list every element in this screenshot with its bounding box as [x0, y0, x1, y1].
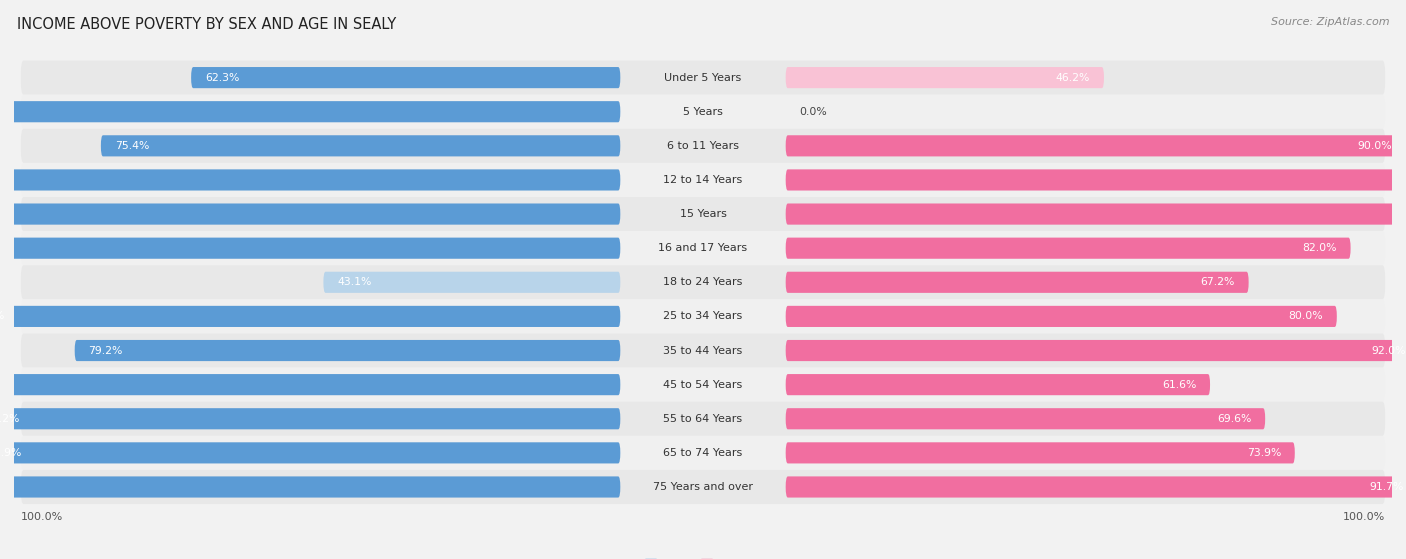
FancyBboxPatch shape	[786, 442, 1295, 463]
Text: Under 5 Years: Under 5 Years	[665, 73, 741, 83]
Text: 15 Years: 15 Years	[679, 209, 727, 219]
Text: 96.4%: 96.4%	[0, 311, 4, 321]
FancyBboxPatch shape	[21, 231, 1385, 265]
Text: 5 Years: 5 Years	[683, 107, 723, 117]
FancyBboxPatch shape	[21, 265, 1385, 300]
Text: 62.3%: 62.3%	[205, 73, 239, 83]
Text: 12 to 14 Years: 12 to 14 Years	[664, 175, 742, 185]
Text: 90.0%: 90.0%	[1357, 141, 1392, 151]
FancyBboxPatch shape	[0, 101, 620, 122]
Text: 75.4%: 75.4%	[115, 141, 149, 151]
Text: 94.2%: 94.2%	[0, 414, 20, 424]
FancyBboxPatch shape	[323, 272, 620, 293]
FancyBboxPatch shape	[786, 135, 1406, 157]
Text: 69.6%: 69.6%	[1218, 414, 1251, 424]
Text: 80.0%: 80.0%	[1288, 311, 1323, 321]
FancyBboxPatch shape	[0, 476, 620, 498]
FancyBboxPatch shape	[786, 238, 1351, 259]
FancyBboxPatch shape	[21, 129, 1385, 163]
Text: 46.2%: 46.2%	[1056, 73, 1090, 83]
Text: 25 to 34 Years: 25 to 34 Years	[664, 311, 742, 321]
FancyBboxPatch shape	[786, 203, 1406, 225]
FancyBboxPatch shape	[786, 272, 1249, 293]
Text: INCOME ABOVE POVERTY BY SEX AND AGE IN SEALY: INCOME ABOVE POVERTY BY SEX AND AGE IN S…	[17, 17, 396, 32]
FancyBboxPatch shape	[21, 60, 1385, 94]
FancyBboxPatch shape	[0, 408, 620, 429]
FancyBboxPatch shape	[21, 300, 1385, 334]
Text: 79.2%: 79.2%	[89, 345, 122, 356]
Text: 43.1%: 43.1%	[337, 277, 371, 287]
FancyBboxPatch shape	[21, 94, 1385, 129]
FancyBboxPatch shape	[786, 374, 1211, 395]
FancyBboxPatch shape	[786, 67, 1104, 88]
Text: 16 and 17 Years: 16 and 17 Years	[658, 243, 748, 253]
FancyBboxPatch shape	[21, 368, 1385, 402]
Text: 93.9%: 93.9%	[0, 448, 21, 458]
Text: 6 to 11 Years: 6 to 11 Years	[666, 141, 740, 151]
Text: 35 to 44 Years: 35 to 44 Years	[664, 345, 742, 356]
Text: 91.7%: 91.7%	[1369, 482, 1403, 492]
Text: 18 to 24 Years: 18 to 24 Years	[664, 277, 742, 287]
Text: 75 Years and over: 75 Years and over	[652, 482, 754, 492]
FancyBboxPatch shape	[21, 334, 1385, 368]
FancyBboxPatch shape	[101, 135, 620, 157]
Text: 65 to 74 Years: 65 to 74 Years	[664, 448, 742, 458]
FancyBboxPatch shape	[21, 197, 1385, 231]
FancyBboxPatch shape	[21, 163, 1385, 197]
FancyBboxPatch shape	[0, 374, 620, 395]
Text: 55 to 64 Years: 55 to 64 Years	[664, 414, 742, 424]
Text: 100.0%: 100.0%	[21, 511, 63, 522]
FancyBboxPatch shape	[0, 442, 620, 463]
FancyBboxPatch shape	[0, 306, 620, 327]
FancyBboxPatch shape	[0, 238, 620, 259]
FancyBboxPatch shape	[786, 306, 1337, 327]
FancyBboxPatch shape	[0, 169, 620, 191]
Text: 0.0%: 0.0%	[800, 107, 827, 117]
Text: Source: ZipAtlas.com: Source: ZipAtlas.com	[1271, 17, 1389, 27]
Text: 82.0%: 82.0%	[1302, 243, 1337, 253]
FancyBboxPatch shape	[21, 402, 1385, 436]
Text: 73.9%: 73.9%	[1247, 448, 1281, 458]
FancyBboxPatch shape	[786, 340, 1406, 361]
Text: 67.2%: 67.2%	[1201, 277, 1234, 287]
FancyBboxPatch shape	[0, 203, 620, 225]
Text: 61.6%: 61.6%	[1161, 380, 1197, 390]
FancyBboxPatch shape	[21, 436, 1385, 470]
Text: 100.0%: 100.0%	[1343, 511, 1385, 522]
FancyBboxPatch shape	[786, 169, 1406, 191]
Text: 92.0%: 92.0%	[1371, 345, 1406, 356]
FancyBboxPatch shape	[191, 67, 620, 88]
Text: 45 to 54 Years: 45 to 54 Years	[664, 380, 742, 390]
FancyBboxPatch shape	[786, 408, 1265, 429]
FancyBboxPatch shape	[786, 476, 1406, 498]
FancyBboxPatch shape	[21, 470, 1385, 504]
FancyBboxPatch shape	[75, 340, 620, 361]
